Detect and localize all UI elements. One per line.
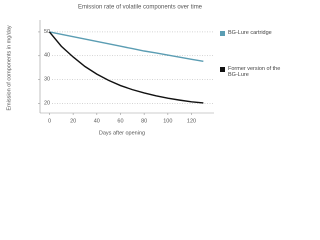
- y-tick-label: 40: [44, 53, 50, 59]
- x-tick-label: 100: [163, 118, 172, 124]
- legend-swatch: [220, 67, 225, 72]
- legend-label: BG-Lure cartridge: [228, 30, 272, 36]
- x-tick-label: 80: [141, 118, 147, 124]
- legend-item: Former version of the BG-Lure: [220, 66, 288, 78]
- chart: Emission rate of volatile components ove…: [6, 5, 214, 136]
- legend-item: BG-Lure cartridge: [220, 30, 288, 36]
- x-tick-label: 40: [94, 118, 100, 124]
- x-tick-label: 20: [70, 118, 76, 124]
- x-tick-label: 0: [48, 118, 51, 124]
- x-tick-label: 120: [187, 118, 196, 124]
- y-tick-label: 50: [44, 29, 50, 35]
- page: Emission rate of volatile components ove…: [6, 5, 288, 137]
- series-line: [49, 31, 204, 62]
- y-tick-label: 30: [44, 77, 50, 83]
- chart-title: Emission rate of volatile components ove…: [78, 5, 203, 11]
- x-axis-label: Days after opening: [99, 130, 145, 136]
- legend-swatch: [220, 31, 225, 36]
- series-line: [48, 31, 204, 104]
- legend-label: Former version of the BG-Lure: [228, 66, 281, 78]
- y-tick-label: 20: [44, 100, 50, 106]
- x-tick-label: 60: [117, 118, 123, 124]
- y-axis-label: Emission of components in mg/day: [6, 25, 12, 111]
